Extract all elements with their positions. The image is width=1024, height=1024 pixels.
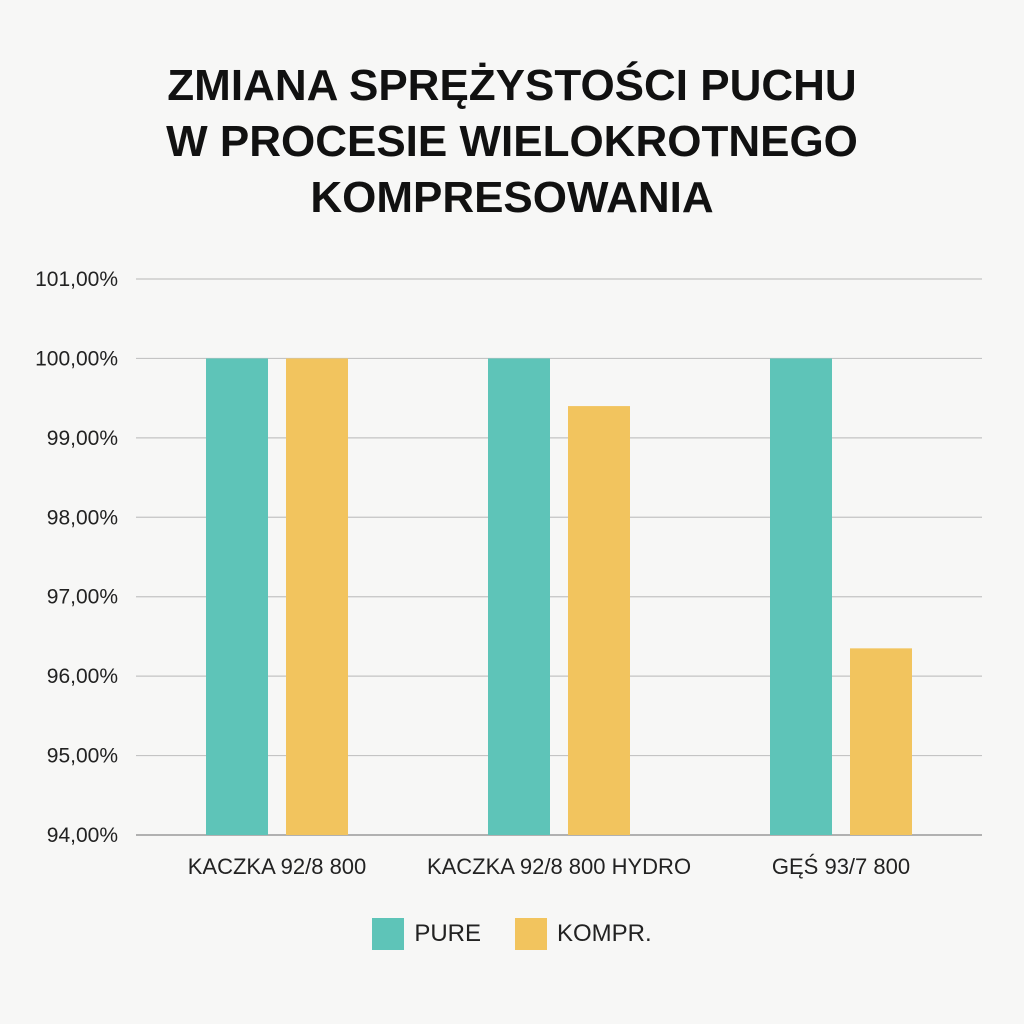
chart-title-line-3: KOMPRESOWANIA [310,173,714,222]
bar-chart: 94,00% 95,00% 96,00% 97,00% 98,00% 99,00% 100,… [35,268,982,879]
x-category-label: GĘŚ 93/7 800 [772,854,910,879]
x-category-label: KACZKA 92/8 800 HYDRO [427,854,691,879]
y-tick-label: 99,00% [47,427,118,450]
y-tick-label: 98,00% [47,506,118,529]
y-tick-label: 97,00% [47,586,118,609]
chart-title-line-1: ZMIANA SPRĘŻYSTOŚCI PUCHU [167,61,857,110]
legend-item-pure: PURE [372,918,481,950]
y-tick-label: 95,00% [47,745,118,768]
chart-legend: PURE KOMPR. [0,918,1024,950]
chart-title: ZMIANA SPRĘŻYSTOŚCI PUCHU W PROCESIE WIE… [0,58,1024,226]
legend-swatch-pure [372,918,405,950]
legend-item-kompr: KOMPR. [515,918,652,950]
bar-pure [206,358,268,835]
chart-title-line-2: W PROCESIE WIELOKROTNEGO [166,117,858,166]
y-tick-label: 100,00% [35,347,118,370]
y-tick-label: 96,00% [47,665,118,688]
x-category-label: KACZKA 92/8 800 [188,854,367,879]
bar-kompr [568,406,630,835]
y-tick-label: 101,00% [35,268,118,291]
bar-kompr [850,648,912,835]
bar-pure [770,358,832,835]
bar-pure [488,358,550,835]
legend-label-pure: PURE [414,920,481,947]
legend-label-kompr: KOMPR. [557,920,652,947]
bar-kompr [286,358,348,835]
legend-swatch-kompr [515,918,547,950]
y-tick-label: 94,00% [47,824,118,847]
